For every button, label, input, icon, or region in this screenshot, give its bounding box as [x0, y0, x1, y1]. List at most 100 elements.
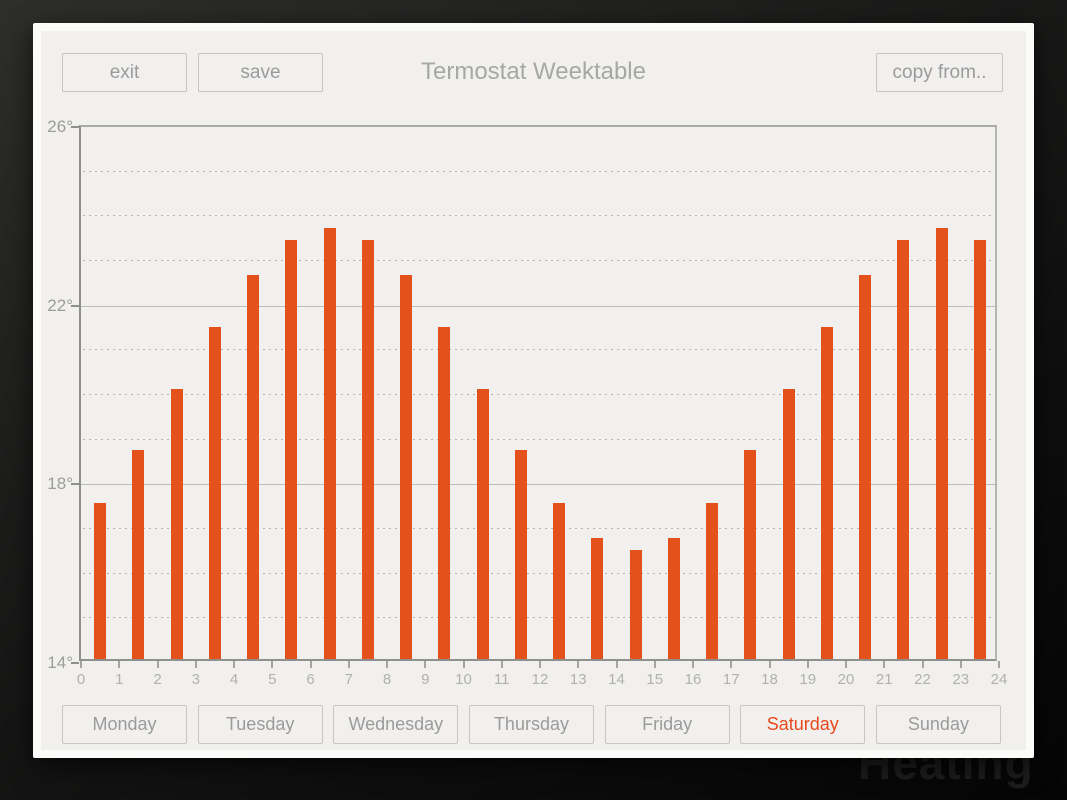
x-axis-label-8: 8	[382, 671, 392, 688]
x-axis-label-13: 13	[569, 671, 587, 688]
temperature-bar-hour-15[interactable]	[667, 537, 680, 659]
x-axis-tick-21	[883, 661, 886, 668]
x-axis-label-0: 0	[76, 671, 86, 688]
x-axis-label-10: 10	[455, 671, 472, 688]
gridline-dotted-24	[83, 215, 995, 218]
temperature-bar-hour-14[interactable]	[629, 549, 642, 659]
x-axis-label-14: 14	[608, 671, 625, 688]
temperature-bar-hour-13[interactable]	[591, 537, 604, 659]
temperature-bar-hour-0[interactable]	[94, 502, 107, 659]
x-axis-tick-10	[462, 661, 465, 668]
x-axis-tick-19	[806, 661, 809, 668]
temperature-bar-hour-2[interactable]	[170, 388, 183, 659]
x-axis-label-16: 16	[684, 671, 702, 688]
x-axis-tick-2	[156, 661, 159, 668]
temperature-bar-hour-8[interactable]	[400, 274, 413, 659]
y-axis-tick-26	[71, 126, 79, 128]
x-axis-label-11: 11	[493, 671, 510, 688]
x-axis-tick-22	[921, 661, 924, 668]
tab-wednesday[interactable]: Wednesday	[333, 705, 459, 744]
x-axis-label-20: 20	[837, 671, 855, 688]
copy-from-button[interactable]: copy from..	[876, 53, 1003, 92]
x-axis-tick-9	[424, 661, 427, 668]
temperature-bar-hour-22[interactable]	[935, 228, 948, 659]
temperature-bar-hour-20[interactable]	[859, 274, 872, 659]
gridline-dotted-23	[83, 260, 995, 262]
gridline-dotted-16	[83, 572, 995, 575]
x-axis-tick-16	[692, 661, 694, 668]
x-axis-tick-17	[730, 661, 733, 668]
x-axis-tick-0	[80, 661, 82, 668]
temperature-bar-chart[interactable]: 26° 22° 18° 14° 0 1 2 3 4 5 6 7 8 9 10 11 12 13 14 15 16 17 18…	[47, 117, 1007, 688]
x-axis-tick-3	[194, 661, 197, 668]
save-button[interactable]: save	[198, 53, 323, 92]
temperature-bar-hour-21[interactable]	[897, 240, 910, 659]
x-axis-label-6: 6	[306, 671, 315, 688]
weektable-panel: Termostat Weektable exit save copy from.…	[41, 31, 1026, 750]
temperature-bar-hour-11[interactable]	[514, 450, 527, 659]
x-axis-label-19: 19	[799, 671, 817, 688]
temperature-bar-hour-9[interactable]	[438, 327, 451, 659]
x-axis-label-1: 1	[115, 671, 124, 688]
temperature-bar-hour-19[interactable]	[820, 327, 833, 659]
x-axis-tick-23	[959, 661, 962, 668]
x-axis-tick-11	[500, 661, 503, 668]
gridline-dotted-20	[83, 394, 995, 396]
x-axis-tick-7	[347, 661, 350, 668]
exit-button[interactable]: exit	[62, 53, 187, 92]
x-axis-tick-4	[233, 661, 235, 668]
x-axis-label-18: 18	[761, 671, 778, 688]
x-axis-tick-6	[309, 661, 312, 668]
day-tabs: Monday Tuesday Wednesday Thursday Friday…	[62, 705, 1001, 744]
x-axis-tick-14	[615, 661, 618, 668]
weektable-dialog: Termostat Weektable exit save copy from.…	[33, 23, 1034, 758]
temperature-bar-hour-1[interactable]	[132, 450, 145, 659]
tab-sunday[interactable]: Sunday	[875, 705, 1001, 744]
page-title: Termostat Weektable	[421, 58, 646, 85]
gridline-dotted-21	[83, 349, 995, 352]
gridline-dotted-19	[83, 438, 995, 441]
x-axis-label-9: 9	[421, 671, 430, 688]
temperature-bar-hour-3[interactable]	[208, 327, 221, 659]
temperature-bar-hour-16[interactable]	[706, 502, 719, 659]
x-axis-label-24: 24	[990, 671, 1008, 688]
temperature-bar-hour-7[interactable]	[361, 240, 374, 659]
x-axis-label-12: 12	[531, 671, 549, 688]
y-axis-tick-14	[71, 662, 79, 664]
y-axis-label-22: 22°	[47, 295, 73, 315]
x-axis-label-4: 4	[229, 671, 239, 688]
temperature-bar-hour-23[interactable]	[973, 240, 986, 659]
y-axis-label-26: 26°	[47, 117, 73, 136]
tab-thursday[interactable]: Thursday	[468, 705, 594, 744]
gridline-dotted-17	[83, 528, 995, 530]
x-axis-tick-24	[998, 661, 1000, 668]
x-axis-tick-20	[845, 661, 847, 668]
gridline-dotted-15	[83, 617, 995, 620]
temperature-bar-hour-4[interactable]	[247, 274, 260, 659]
gridline-dotted-25	[83, 170, 995, 173]
x-axis-tick-12	[539, 661, 541, 668]
x-axis-label-17: 17	[722, 671, 740, 688]
tab-monday[interactable]: Monday	[62, 705, 187, 744]
x-axis-tick-5	[271, 661, 274, 668]
x-axis-label-23: 23	[952, 671, 970, 688]
x-axis-label-21: 21	[875, 671, 893, 688]
temperature-bar-hour-12[interactable]	[553, 502, 566, 659]
temperature-bar-hour-10[interactable]	[476, 388, 489, 659]
gridline-solid-18	[81, 484, 995, 486]
tab-friday[interactable]: Friday	[604, 705, 730, 744]
x-axis-label-5: 5	[268, 671, 277, 688]
y-axis-label-14: 14°	[47, 653, 73, 672]
temperature-bar-hour-5[interactable]	[285, 240, 298, 659]
x-axis-label-22: 22	[914, 671, 931, 688]
x-axis-label-15: 15	[646, 671, 664, 688]
tab-tuesday[interactable]: Tuesday	[197, 705, 323, 744]
y-axis-tick-22	[71, 304, 79, 307]
temperature-bar-hour-6[interactable]	[323, 228, 336, 659]
gridline-solid-22	[81, 305, 995, 307]
temperature-bar-hour-18[interactable]	[782, 388, 795, 659]
x-axis-tick-18	[768, 661, 771, 668]
x-axis-label-2: 2	[153, 671, 162, 688]
temperature-bar-hour-17[interactable]	[744, 450, 757, 659]
tab-saturday[interactable]: Saturday	[740, 705, 866, 744]
